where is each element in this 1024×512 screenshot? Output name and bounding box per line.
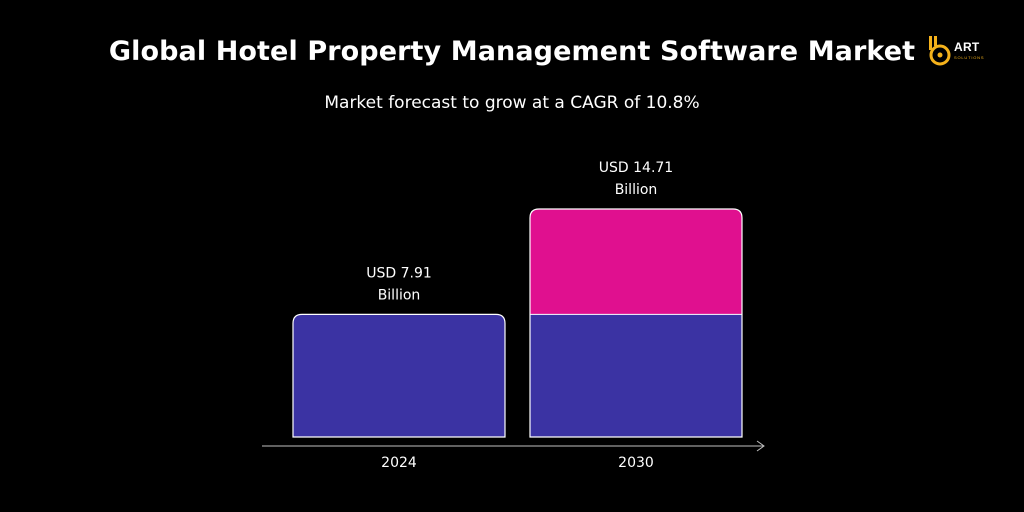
logo-wordmark: ART	[954, 40, 980, 54]
bar-outline	[292, 313, 506, 438]
x-tick-label-2030: 2030	[618, 455, 654, 471]
x-axis-arrow-icon	[756, 440, 765, 452]
bar-outline	[529, 208, 743, 438]
brand-logo: ART SOLUTIONS	[926, 34, 996, 68]
bar-base-segment	[293, 314, 505, 437]
logo-tagline: SOLUTIONS	[954, 55, 985, 60]
bar-2024	[292, 313, 506, 438]
chart-title: Global Hotel Property Management Softwar…	[108, 36, 916, 67]
bar-base-segment	[530, 314, 742, 437]
value-label-2030-line1: USD 14.71	[599, 160, 673, 176]
value-label-2030-line2: Billion	[615, 182, 658, 198]
value-label-2024-line2: Billion	[378, 287, 421, 303]
value-label-2024-line1: USD 7.91	[366, 265, 432, 281]
x-tick-label-2024: 2024	[381, 455, 417, 471]
bar-growth-segment	[530, 209, 742, 315]
chart-subtitle: Market forecast to grow at a CAGR of 10.…	[324, 93, 700, 113]
art-solutions-logo-icon	[929, 36, 951, 66]
bar-2030	[529, 208, 743, 438]
